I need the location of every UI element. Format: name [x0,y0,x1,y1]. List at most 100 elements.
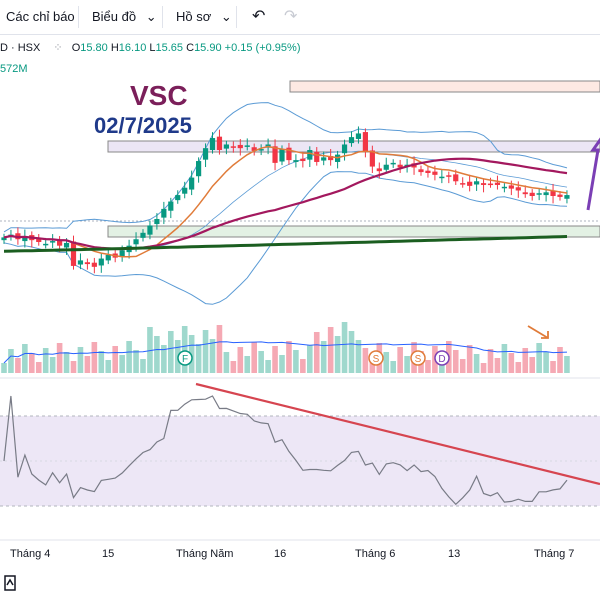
chart-type-label: Biểu đồ [92,9,137,24]
change-value: +0.15 (+0.95%) [224,42,301,54]
volume-bar [230,361,237,373]
candle-body [91,262,97,267]
brand-logo-icon[interactable] [2,574,18,592]
candle-body [348,137,355,144]
x-tick-label: Tháng 6 [355,548,396,560]
volume-bar [35,362,42,373]
event-marker-circle [434,350,450,366]
redo-icon[interactable]: ↷ [284,8,298,25]
candle-body [494,182,501,185]
open-value: 15.80 [80,42,108,54]
volume-bar [22,344,28,373]
candle-body [244,145,250,147]
volume-bar [536,343,542,373]
volume-bar [515,362,522,373]
volume-bar [550,361,556,373]
trend-arrow-icon [586,137,600,211]
symbol-label[interactable]: D · HSX [0,42,41,54]
volume-bar [522,348,529,373]
x-tick-label: 16 [274,548,287,560]
candle-body [321,157,327,161]
candle-body [487,183,494,186]
candle-body [70,241,77,266]
volume-bar [119,355,125,373]
volume-bar [494,358,501,373]
low-label: L [149,42,156,54]
volume-bar [29,353,35,373]
resistance-zone-upper [289,80,600,93]
candle-body [501,186,507,189]
event-marker-circle [410,350,426,366]
volume-bar [293,350,299,373]
annotation-ticker: VSC [130,80,188,111]
candle-body [182,187,188,194]
volume-bar [501,344,508,373]
drag-handle-icon[interactable]: ⁘ [53,42,63,54]
candle-body [467,181,473,186]
volume-bar [557,347,563,373]
volume-bar [473,354,480,373]
volume-bar [425,360,431,373]
volume-bar [404,356,410,373]
volume-bar [286,341,292,373]
candle-body [369,150,375,167]
profile-button[interactable]: Hồ sơ ⌄ [176,9,232,25]
ma-mid-line [3,157,568,251]
volume-bar [529,357,535,373]
volume-bar [49,357,56,373]
x-tick-label: Tháng 4 [10,548,51,560]
candle-body [154,219,160,225]
volume-bar [327,327,334,373]
bollinger-upper-line [3,102,568,233]
candle-body [515,187,521,191]
toolbar-divider [78,6,79,28]
candle-body [63,242,70,248]
candle-body [550,190,556,196]
candle-body [390,162,396,165]
volume-bar [168,331,174,373]
candle-body [258,149,264,151]
candle-body [237,144,243,149]
volume-bar [320,341,327,373]
volume-bar [70,361,77,373]
volume-bar [369,357,376,373]
candle-body [140,232,146,238]
event-marker-label: S [373,354,380,365]
candle-body [508,185,514,189]
chevron-down-icon: ⌄ [220,9,232,24]
candle-body [133,239,139,245]
volume-bar [154,336,160,373]
candle-body [557,194,563,197]
candle-body [230,146,236,148]
candle-body [439,176,445,179]
chart-type-button[interactable]: Biểu đồ ⌄ [92,9,157,25]
rsi-line [3,395,568,506]
top-toolbar: Các chỉ báo Biểu đồ ⌄ Hồ sơ ⌄ ↶ ↷ [0,0,600,35]
candle-body [57,239,63,246]
volume-bar [362,348,369,373]
candle-body [272,146,278,163]
high-label: H [110,42,119,54]
volume-bar [15,358,21,373]
candle-body [168,201,174,211]
volume-bar [63,352,70,373]
volume-bar [279,355,285,373]
chevron-down-icon: ⌄ [145,9,157,24]
volume-bar [91,342,98,373]
candle-body [43,243,49,246]
volume-bar [161,345,167,373]
candle-body [209,138,216,150]
candle-body [84,262,90,265]
candle-body [362,132,368,152]
volume-bar [487,349,494,373]
indicators-button[interactable]: Các chỉ báo [6,9,75,24]
volume-value: 572M [0,63,28,75]
undo-icon[interactable]: ↶ [252,8,266,25]
candle-body [328,155,334,161]
candle-body [286,147,292,161]
volume-bar [133,350,139,373]
candle-body [446,175,452,177]
candle-body [341,144,348,154]
candle-body [307,150,313,160]
